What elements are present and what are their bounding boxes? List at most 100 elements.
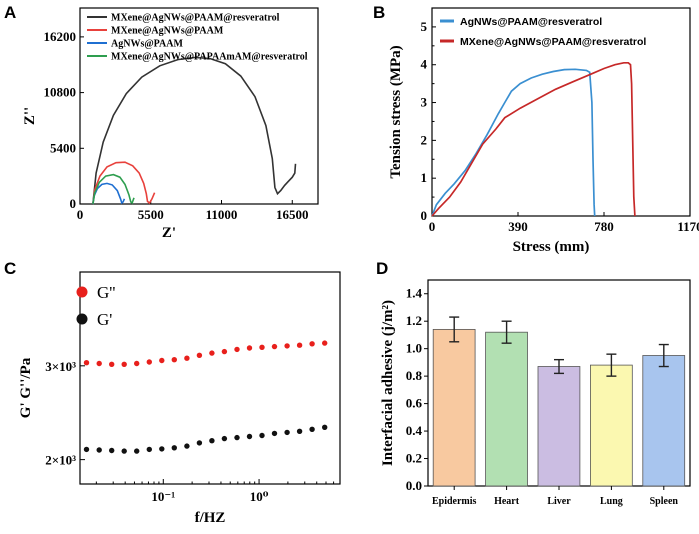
- y-axis-title: Z'': [22, 107, 38, 125]
- x-axis-title: f/HZ: [195, 510, 226, 526]
- legend-label: MXene@AgNWs@PAAM@resveratrol: [460, 36, 646, 48]
- data-point: [83, 446, 90, 453]
- data-point: [146, 359, 152, 365]
- series-line: [92, 161, 156, 205]
- data-point: [284, 343, 290, 349]
- series-line: [431, 61, 636, 217]
- x-tick-label: Epidermis: [432, 496, 477, 507]
- data-point: [109, 361, 115, 367]
- data-point: [134, 360, 140, 367]
- panel-label-d: D: [376, 259, 388, 278]
- panel-label-c: C: [4, 259, 16, 278]
- y-tick-label: 0: [421, 208, 428, 223]
- legend-label: MXene@AgNWs@PAPAAmAM@resveratrol: [111, 52, 308, 63]
- data-point: [246, 345, 253, 351]
- y-tick-label: 4: [421, 57, 428, 72]
- y-tick-label: 1: [421, 170, 428, 185]
- x-tick-label: 10⁰: [250, 489, 269, 504]
- x-tick-label: Heart: [494, 496, 520, 507]
- data-point: [121, 448, 127, 454]
- data-point: [284, 429, 290, 436]
- plot-frame: [431, 7, 691, 217]
- chart-c: 10⁻¹ 10⁰ 2×10³ 3×10³ f/HZ G' G''/Pa G'' G': [18, 271, 341, 526]
- y-tick-label: 3: [421, 95, 428, 110]
- y-tick-label: 16200: [44, 29, 77, 44]
- x-tick-label: 11000: [206, 207, 238, 222]
- data-point: [271, 343, 278, 350]
- data-point: [259, 344, 265, 350]
- data-point: [171, 357, 177, 363]
- data-point: [96, 447, 102, 453]
- data-point: [196, 440, 203, 446]
- data-point: [146, 446, 152, 453]
- data-point: [184, 443, 190, 449]
- legend-label: MXene@AgNWs@PAAM: [111, 26, 224, 37]
- bar: [537, 366, 581, 487]
- data-point: [322, 424, 328, 430]
- data-point: [196, 352, 203, 358]
- x-tick-label: 5500: [138, 207, 164, 222]
- x-axis-title: Stress (mm): [513, 239, 590, 255]
- panel-label-a: A: [4, 3, 16, 22]
- x-tick-label: 780: [594, 219, 614, 234]
- data-point: [322, 340, 328, 346]
- data-point: [159, 446, 165, 452]
- data-point: [184, 355, 190, 361]
- data-point: [171, 445, 177, 451]
- legend-label: G'': [97, 283, 115, 302]
- y-axis-title: Interfacial adhesive (j/m²): [380, 300, 396, 466]
- x-axis-title: Z': [162, 225, 176, 241]
- data-point: [134, 448, 140, 454]
- series-line: [92, 173, 135, 205]
- y-tick-label: 10800: [44, 85, 77, 100]
- y-axis-title: G' G''/Pa: [18, 357, 34, 418]
- x-tick-label: 10⁻¹: [151, 489, 175, 504]
- x-tick-label: Spleen: [650, 496, 679, 507]
- chart-d: 0.0 0.2 0.4 0.6 0.8 1.0 1.2 1.4 Interfacial adhe…: [380, 279, 691, 507]
- y-tick-label: 5400: [50, 140, 76, 155]
- y-tick-label: 2×10³: [45, 453, 76, 468]
- y-tick-label: 0.8: [406, 368, 423, 383]
- y-tick-label: 0.4: [406, 423, 423, 438]
- panel-label-b: B: [373, 3, 385, 22]
- legend-label: G': [97, 310, 112, 329]
- x-tick-label: 0: [429, 219, 436, 234]
- bar: [590, 364, 633, 487]
- data-point: [209, 350, 215, 356]
- x-tick-label: Liver: [547, 496, 571, 507]
- data-point: [121, 361, 127, 367]
- bar: [485, 331, 528, 487]
- legend-label: AgNWs@PAAM: [111, 39, 183, 50]
- legend-label: MXene@AgNWs@PAAM@resveratrol: [111, 13, 280, 24]
- data-point: [221, 435, 228, 442]
- data-point: [309, 341, 315, 347]
- x-tick-label: 16500: [276, 207, 309, 222]
- data-point: [271, 430, 278, 437]
- data-point: [234, 346, 240, 353]
- x-tick-label: Lung: [600, 496, 623, 507]
- y-tick-label: 0.0: [406, 478, 422, 493]
- data-point: [96, 360, 102, 367]
- legend-marker: [76, 313, 88, 325]
- x-tick-label: 0: [77, 207, 84, 222]
- y-tick-label: 0: [70, 196, 77, 211]
- data-point: [209, 438, 215, 444]
- data-point: [296, 428, 303, 434]
- y-tick-label: 0.2: [406, 451, 422, 466]
- data-point: [109, 447, 115, 454]
- y-tick-label: 3×10³: [45, 359, 76, 374]
- data-point: [296, 342, 303, 348]
- y-tick-label: 0.6: [406, 396, 423, 411]
- series-line: [431, 68, 596, 217]
- data-point: [309, 426, 315, 432]
- plot-frame: [79, 7, 319, 205]
- data-point: [83, 360, 90, 366]
- data-point: [259, 432, 265, 439]
- plot-frame: [79, 271, 341, 485]
- legend-marker: [76, 286, 88, 298]
- bar: [432, 328, 476, 487]
- chart-a: 0 5500 11000 16500 0 5400 10800 16200 Z' Z'' MXene…: [22, 7, 319, 241]
